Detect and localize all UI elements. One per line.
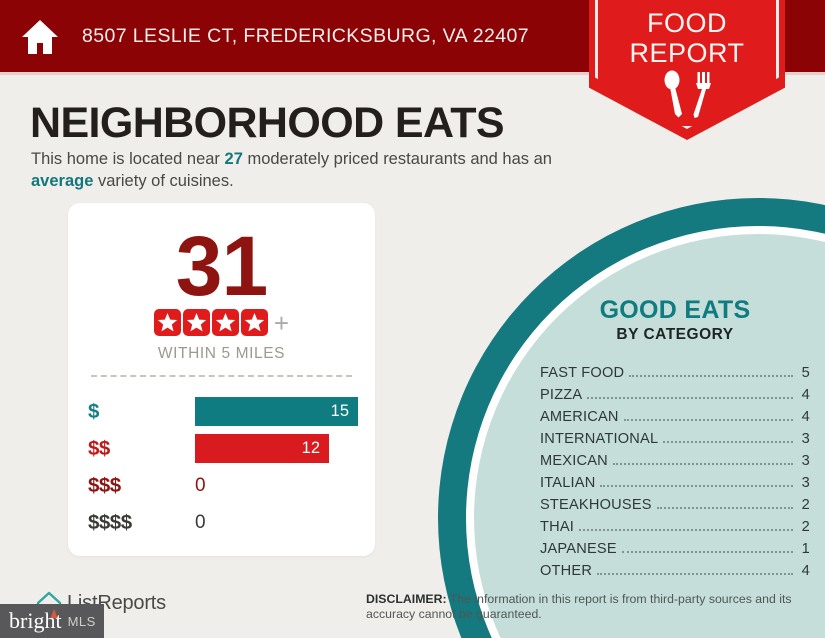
food-report-badge: FOOD REPORT: [589, 0, 785, 140]
page-subtitle: This home is located near 27 moderately …: [31, 148, 576, 192]
category-count: 3: [801, 475, 810, 491]
category-name: STEAKHOUSES: [540, 497, 652, 513]
star-icon: [211, 309, 239, 336]
good-eats-panel: GOOD EATS BY CATEGORY FAST FOOD 5 PIZZA …: [540, 296, 810, 579]
good-eats-title: GOOD EATS: [599, 296, 751, 324]
price-tier-value: 0: [195, 474, 206, 496]
list-item: JAPANESE 1: [540, 535, 810, 557]
category-count: 2: [801, 497, 810, 513]
bright-accent-icon: [50, 609, 58, 618]
good-eats-list: FAST FOOD 5 PIZZA 4 AMERICAN 4 INTERNATI…: [540, 359, 810, 579]
subtitle-part-3: variety of cuisines.: [93, 172, 234, 190]
property-address: 8507 LESLIE CT, FREDERICKSBURG, VA 22407: [82, 25, 529, 47]
header-underline: [0, 72, 825, 75]
leader-dots: [597, 573, 793, 575]
category-count: 5: [801, 365, 810, 381]
star-icon: [153, 309, 181, 336]
leader-dots: [579, 529, 793, 531]
disclaimer: DISCLAIMER: The information in this repo…: [366, 592, 808, 622]
category-name: FAST FOOD: [540, 365, 625, 381]
disclaimer-label: DISCLAIMER:: [366, 592, 447, 606]
restaurant-total: 31: [175, 219, 268, 313]
page-title: NEIGHBORHOOD EATS: [30, 99, 505, 147]
price-tier-row: $$ 12: [68, 430, 375, 467]
category-name: MEXICAN: [540, 453, 608, 469]
price-tier-row: $ 15: [68, 393, 375, 430]
price-tier-value: 12: [301, 439, 320, 457]
list-item: MEXICAN 3: [540, 447, 810, 469]
list-item: OTHER 4: [540, 557, 810, 579]
home-icon: [20, 18, 60, 56]
price-tier-bar: 12: [195, 434, 329, 463]
category-count: 4: [801, 409, 810, 425]
list-item: PIZZA 4: [540, 381, 810, 403]
price-tier-label: $$$$: [88, 510, 132, 534]
price-tier-label: $$: [88, 436, 110, 460]
category-name: OTHER: [540, 563, 593, 579]
category-name: JAPANESE: [540, 541, 617, 557]
badge-title-line2: REPORT: [629, 38, 745, 68]
price-tier-bar: 15: [195, 397, 358, 426]
price-tier-value: 0: [195, 511, 206, 533]
spoon-fork-icon: [659, 70, 715, 122]
category-name: AMERICAN: [540, 409, 619, 425]
category-count: 4: [801, 387, 810, 403]
list-item: STEAKHOUSES 2: [540, 491, 810, 513]
leader-dots: [621, 551, 793, 553]
list-item: AMERICAN 4: [540, 403, 810, 425]
category-name: THAI: [540, 519, 575, 535]
price-tier-row: $$$ 0: [68, 467, 375, 504]
leader-dots: [612, 463, 793, 465]
price-tier-row: $$$$ 0: [68, 504, 375, 541]
subtitle-part-1: This home is located near: [31, 150, 225, 168]
score-caption: WITHIN 5 MILES: [157, 345, 286, 362]
star-rating: +: [68, 309, 375, 336]
bright-wordmark: bright: [9, 608, 62, 633]
subtitle-part-2: moderately priced restaurants and has an: [242, 150, 552, 168]
category-name: INTERNATIONAL: [540, 431, 659, 447]
price-tier-label: $: [88, 399, 99, 423]
leader-dots: [600, 485, 793, 487]
leader-dots: [623, 419, 793, 421]
price-tier-label: $$$: [88, 473, 121, 497]
category-count: 1: [801, 541, 810, 557]
list-item: ITALIAN 3: [540, 469, 810, 491]
mls-suffix: MLS: [67, 613, 96, 629]
leader-dots: [656, 507, 793, 509]
category-count: 4: [801, 563, 810, 579]
list-item: FAST FOOD 5: [540, 359, 810, 381]
badge-title-line1: FOOD: [647, 8, 727, 38]
star-icon: [240, 309, 268, 336]
category-count: 3: [801, 431, 810, 447]
card-divider: [91, 375, 352, 377]
leader-dots: [629, 375, 793, 377]
subtitle-restaurant-count: 27: [224, 150, 243, 168]
bright-mls-badge: bright MLS: [0, 604, 104, 638]
badge-title: FOOD REPORT: [589, 8, 785, 68]
leader-dots: [587, 397, 793, 399]
list-item: INTERNATIONAL 3: [540, 425, 810, 447]
category-name: ITALIAN: [540, 475, 596, 491]
price-tier-chart: $ 15 $$ 12 $$$ 0 $$$$ 0: [68, 393, 375, 541]
score-card: 31 + WITHIN 5 MILES $ 15: [68, 203, 375, 556]
category-count: 3: [801, 453, 810, 469]
star-plus-label: +: [273, 307, 290, 338]
good-eats-subtitle: BY CATEGORY: [616, 326, 734, 343]
subtitle-variety-level: average: [31, 172, 94, 190]
badge-inner-border: [595, 0, 779, 129]
price-tier-value: 15: [330, 402, 349, 420]
category-count: 2: [801, 519, 810, 535]
star-icon: [182, 309, 210, 336]
list-item: THAI 2: [540, 513, 810, 535]
category-name: PIZZA: [540, 387, 583, 403]
leader-dots: [663, 441, 793, 443]
disclaimer-text: The information in this report is from t…: [366, 592, 792, 621]
